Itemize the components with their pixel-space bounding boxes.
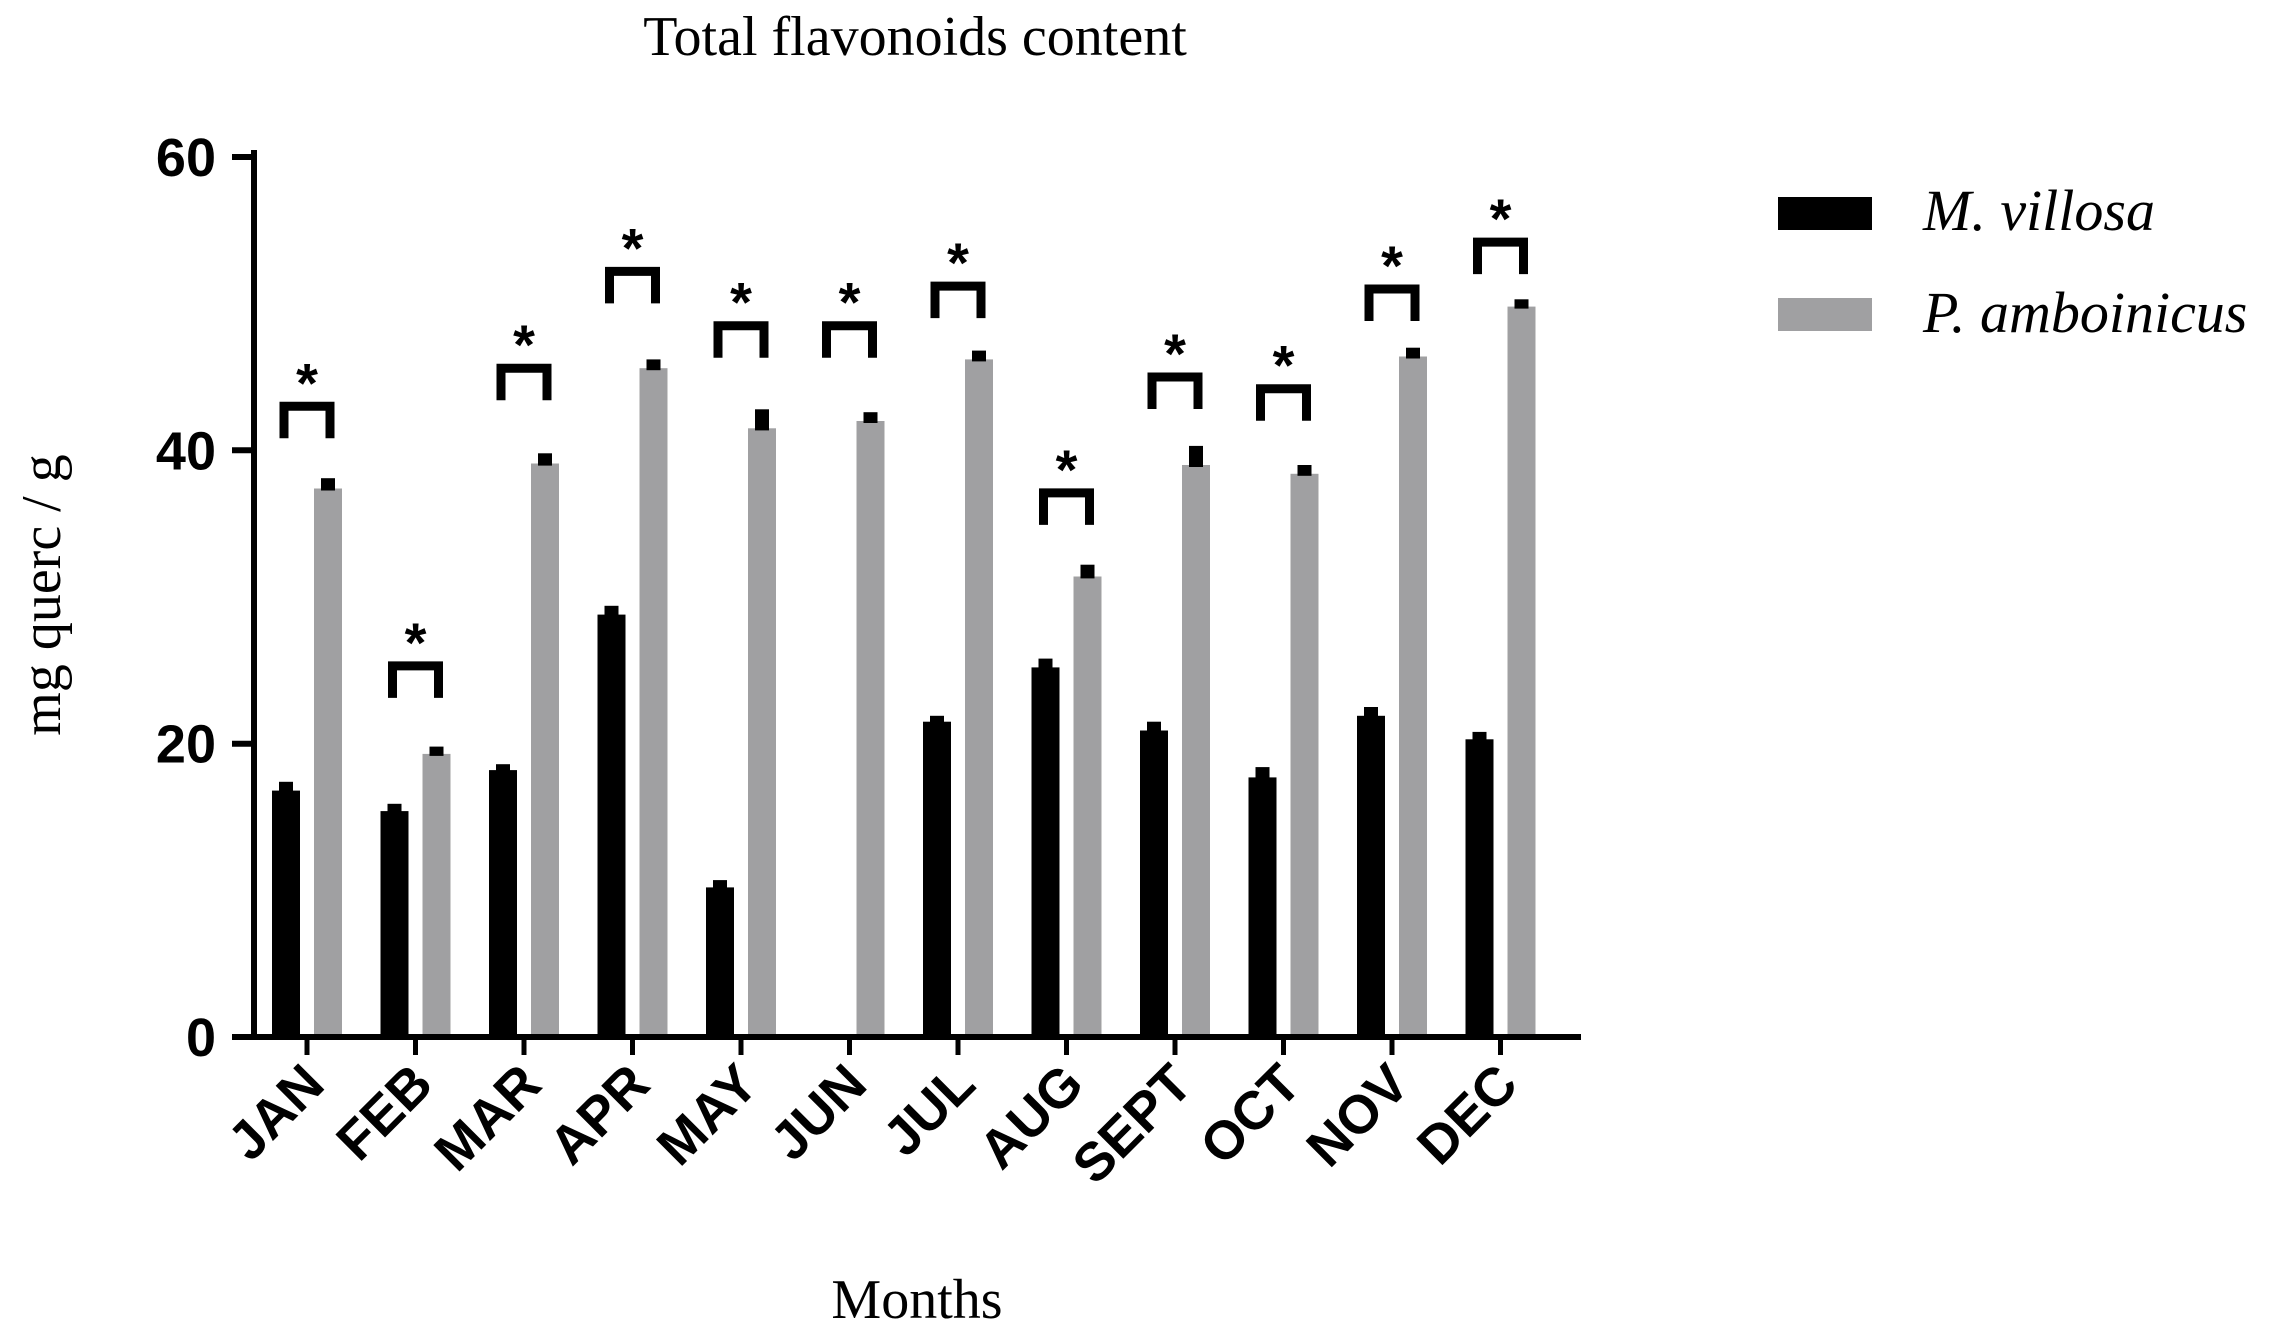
bar-m-villosa-aug <box>1031 667 1060 1037</box>
error-bar-p-amboinicus-jul <box>972 350 986 362</box>
chart-title: Total flavonoids content <box>643 6 1187 68</box>
x-tick-label-oct: OCT <box>1189 1053 1312 1176</box>
bar-p-amboinicus-dec <box>1507 306 1536 1038</box>
error-bar-m-villosa-may <box>713 880 727 890</box>
legend-swatch-m-villosa <box>1778 197 1872 230</box>
error-bar-p-amboinicus-mar <box>538 453 552 466</box>
bar-p-amboinicus-feb <box>422 753 451 1037</box>
error-bar-p-amboinicus-jan <box>321 478 335 491</box>
legend-label-p-amboinicus: P. amboinicus <box>1922 280 2247 345</box>
x-tick-label-nov: NOV <box>1295 1053 1420 1178</box>
x-tick-label-jun: JUN <box>759 1053 878 1172</box>
error-bar-m-villosa-apr <box>604 605 619 617</box>
error-bar-p-amboinicus-apr <box>646 359 661 371</box>
error-bar-p-amboinicus-jun <box>863 412 878 423</box>
significance-layer: * * * * * * * * * * * * <box>279 187 1528 698</box>
bar-p-amboinicus-sept <box>1182 465 1210 1037</box>
significance-bracket-sept <box>1147 372 1203 409</box>
error-bar-m-villosa-oct <box>1255 767 1270 780</box>
significance-bracket-apr <box>605 266 660 304</box>
x-axis-label: Months <box>831 1269 1002 1331</box>
significance-star-may: * <box>730 271 752 334</box>
bar-m-villosa-sept <box>1140 730 1168 1037</box>
bar-m-villosa-feb <box>380 811 409 1037</box>
x-tick-label-mar: MAR <box>423 1053 552 1182</box>
bar-p-amboinicus-mar <box>531 463 559 1037</box>
bar-p-amboinicus-may <box>748 428 776 1037</box>
legend-swatch-p-amboinicus <box>1778 298 1872 331</box>
y-tick-label-0: 0 <box>186 1008 216 1068</box>
legend-label-m-villosa: M. villosa <box>1922 178 2155 243</box>
significance-bracket-dec <box>1473 237 1528 275</box>
significance-star-apr: * <box>622 216 644 279</box>
y-axis-label: mg querc / g <box>11 454 73 735</box>
error-bar-p-amboinicus-dec <box>1514 299 1529 309</box>
x-tick-label-dec: DEC <box>1406 1053 1529 1176</box>
x-tick-label-apr: APR <box>538 1053 661 1176</box>
error-bar-p-amboinicus-aug <box>1080 564 1095 579</box>
significance-star-sept: * <box>1164 322 1186 385</box>
error-bar-p-amboinicus-sept <box>1189 445 1203 467</box>
bar-m-villosa-nov <box>1357 715 1385 1037</box>
bar-p-amboinicus-jun <box>856 421 885 1037</box>
x-tick-label-jul: JUL <box>872 1053 987 1168</box>
legend: M. villosa P. amboinicus <box>1778 178 2247 345</box>
significance-bracket-jul <box>930 281 986 319</box>
error-bar-m-villosa-jul <box>930 715 944 724</box>
error-bar-m-villosa-sept <box>1147 721 1161 733</box>
significance-bracket-aug <box>1039 488 1094 525</box>
significance-star-aug: * <box>1056 438 1078 501</box>
bar-m-villosa-may <box>706 887 734 1037</box>
bar-p-amboinicus-aug <box>1073 576 1102 1037</box>
x-tick-label-may: MAY <box>646 1053 770 1177</box>
significance-star-oct: * <box>1273 334 1295 397</box>
error-bar-p-amboinicus-may <box>755 409 769 431</box>
bar-p-amboinicus-nov <box>1399 356 1427 1037</box>
bar-m-villosa-dec <box>1465 739 1494 1037</box>
bar-m-villosa-apr <box>597 614 626 1037</box>
significance-bracket-feb <box>388 661 443 698</box>
bars-layer <box>272 299 1536 1038</box>
error-bar-m-villosa-nov <box>1364 707 1378 718</box>
error-bar-m-villosa-feb <box>387 803 402 814</box>
significance-bracket-may <box>713 321 769 358</box>
significance-bracket-mar <box>496 363 552 401</box>
significance-bracket-jan <box>279 401 335 439</box>
y-tick-label-40: 40 <box>156 421 216 481</box>
bar-m-villosa-jan <box>272 790 300 1037</box>
significance-star-jun: * <box>839 271 861 334</box>
significance-star-nov: * <box>1381 234 1403 297</box>
error-bar-m-villosa-jan <box>279 781 293 793</box>
error-bar-p-amboinicus-nov <box>1406 347 1420 359</box>
bar-p-amboinicus-oct <box>1290 473 1319 1037</box>
significance-star-dec: * <box>1490 187 1512 250</box>
significance-bracket-nov <box>1364 284 1420 321</box>
significance-star-jan: * <box>296 351 318 414</box>
significance-star-jul: * <box>947 231 969 294</box>
error-bar-m-villosa-mar <box>496 764 510 773</box>
significance-bracket-oct <box>1256 384 1311 421</box>
bar-m-villosa-oct <box>1248 777 1277 1037</box>
error-bar-p-amboinicus-feb <box>429 746 444 756</box>
bar-p-amboinicus-apr <box>639 368 668 1037</box>
y-tick-label-60: 60 <box>156 128 216 188</box>
x-tick-label-sept: SEPT <box>1061 1053 1203 1195</box>
y-axis-ticks: 0 20 40 60 <box>156 128 254 1068</box>
x-tick-label-feb: FEB <box>325 1053 444 1172</box>
error-bar-p-amboinicus-oct <box>1297 465 1312 476</box>
y-tick-label-20: 20 <box>156 715 216 775</box>
bar-p-amboinicus-jul <box>965 359 993 1037</box>
bar-m-villosa-mar <box>489 770 517 1037</box>
bar-m-villosa-jul <box>923 721 951 1037</box>
significance-bracket-jun <box>822 321 877 358</box>
significance-star-mar: * <box>513 313 535 376</box>
bar-p-amboinicus-jan <box>314 488 342 1037</box>
error-bar-m-villosa-aug <box>1038 658 1053 670</box>
significance-star-feb: * <box>405 611 427 674</box>
error-bar-m-villosa-dec <box>1472 731 1487 742</box>
x-tick-label-jan: JAN <box>217 1053 336 1172</box>
